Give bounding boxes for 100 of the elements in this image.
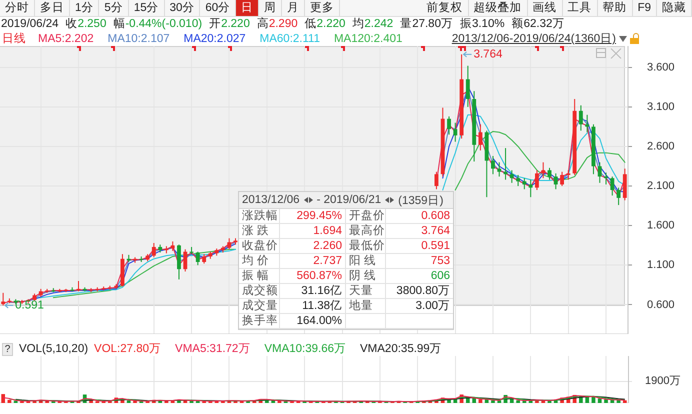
candlestick bbox=[548, 167, 552, 180]
annotation: 成交量 bbox=[239, 299, 280, 313]
candlestick bbox=[616, 187, 621, 206]
candlestick bbox=[202, 254, 206, 264]
annotation: 3.00万 bbox=[414, 299, 451, 313]
text: 高 bbox=[256, 17, 269, 31]
text: 5分 bbox=[99, 0, 129, 16]
candlestick bbox=[152, 242, 156, 258]
text: ? bbox=[2, 343, 13, 356]
candlestick bbox=[177, 244, 181, 280]
candlestick bbox=[566, 170, 570, 180]
text: 量 bbox=[400, 17, 412, 31]
candlestick bbox=[227, 238, 232, 250]
y-tick-label: 1.600 bbox=[647, 220, 675, 232]
text: 隐藏 bbox=[657, 0, 692, 16]
bar bbox=[8, 400, 12, 403]
text: 15分 bbox=[128, 0, 165, 16]
y-tick-label: 0.600 bbox=[647, 298, 675, 311]
chart-title: 日线 bbox=[2, 32, 26, 46]
text: 工具 bbox=[562, 0, 598, 16]
text: 更多 bbox=[305, 0, 340, 16]
y-tick-label: 2.600 bbox=[647, 140, 675, 153]
text: MA10:2.107 bbox=[108, 32, 170, 46]
annotation: - 2019/06/21 bbox=[316, 194, 382, 206]
annotation: 天量 bbox=[346, 284, 386, 298]
annotation: 最高价 bbox=[346, 224, 386, 238]
annotation: 2.260 bbox=[280, 239, 346, 253]
text: 开 bbox=[209, 17, 222, 31]
text: 60分 bbox=[200, 0, 236, 16]
text: MA5:2.202 bbox=[38, 32, 94, 46]
text: 月 bbox=[282, 0, 306, 16]
candlestick bbox=[578, 104, 583, 132]
candlestick bbox=[453, 122, 458, 142]
candlestick bbox=[622, 168, 627, 201]
annotation: 地量 bbox=[346, 299, 386, 313]
annotation: 0.591 bbox=[15, 300, 44, 312]
text: 1分 bbox=[70, 0, 100, 16]
text: 2019/06/24 bbox=[1, 17, 59, 31]
bar bbox=[478, 399, 482, 403]
y-tick-label: 1.100 bbox=[647, 259, 675, 272]
text: 前复权 bbox=[422, 0, 469, 16]
text: 2.220 bbox=[221, 17, 250, 31]
annotation: 3800.80万 bbox=[395, 284, 451, 298]
text: VOL:27.80万 bbox=[94, 343, 162, 356]
chart-subtitle: 2013/12/06-2019/06/24(1360日) bbox=[452, 32, 616, 46]
annotation: 最低价 bbox=[346, 239, 386, 253]
text: 2.250 bbox=[78, 17, 106, 31]
candlestick bbox=[1, 292, 6, 306]
text: 幅 bbox=[113, 17, 126, 31]
candlestick bbox=[522, 178, 526, 190]
annotation: 均 价 bbox=[239, 254, 280, 268]
annotation: 560.87% bbox=[280, 269, 346, 283]
annotation: 0.591 bbox=[420, 239, 451, 253]
candlestick bbox=[528, 179, 533, 198]
annotation: 涨 跌 bbox=[239, 224, 280, 238]
text: 2.220 bbox=[316, 17, 346, 31]
text: 27.80万 bbox=[412, 17, 453, 31]
annotation: 31.16亿 bbox=[280, 284, 346, 298]
annotation: 阴 线 bbox=[346, 269, 386, 283]
annotation: 0.608 bbox=[420, 209, 451, 223]
annotation: (1359日) bbox=[398, 194, 444, 208]
candlestick bbox=[560, 171, 564, 187]
annotation: 2.737 bbox=[280, 254, 346, 268]
annotation: 3.764 bbox=[474, 48, 503, 61]
text: 2.290 bbox=[268, 17, 298, 31]
text: MA60:2.111 bbox=[260, 32, 320, 46]
text: 分时 bbox=[0, 0, 35, 16]
candlestick bbox=[604, 172, 608, 185]
chart-title: VOL(5,10,20) bbox=[19, 343, 88, 356]
text: 画线 bbox=[528, 0, 563, 16]
text: 30分 bbox=[164, 0, 200, 16]
candlestick bbox=[510, 170, 514, 184]
candlestick bbox=[610, 176, 614, 196]
y-tick-label: 3.600 bbox=[647, 61, 675, 74]
text: VMA10:39.66万 bbox=[264, 343, 346, 356]
text: 超级叠加 bbox=[468, 0, 528, 16]
annotation: 164.00% bbox=[280, 314, 346, 328]
text: 3.10% bbox=[472, 17, 505, 31]
text: 周 bbox=[259, 0, 282, 16]
text: F9 bbox=[632, 0, 657, 16]
candlestick bbox=[497, 162, 502, 178]
candlestick bbox=[447, 116, 451, 136]
annotation: 换手率 bbox=[239, 314, 280, 328]
text: MA120:2.401 bbox=[334, 32, 402, 46]
candlestick bbox=[478, 124, 482, 151]
candlestick bbox=[196, 251, 200, 266]
candlestick bbox=[76, 280, 80, 292]
candlestick bbox=[466, 65, 470, 108]
text: 帮助 bbox=[598, 0, 633, 16]
text: 1900万 bbox=[645, 375, 680, 387]
candlestick bbox=[183, 248, 188, 272]
text: 额 bbox=[512, 17, 524, 31]
text: 多日 bbox=[35, 0, 70, 16]
candlestick bbox=[541, 162, 546, 179]
y-tick-label: 2.100 bbox=[647, 180, 675, 192]
text: 62.32万 bbox=[524, 17, 564, 31]
text: VMA20:35.99万 bbox=[360, 343, 442, 356]
annotation: 收盘价 bbox=[239, 239, 280, 253]
annotation: 299.45% bbox=[280, 209, 346, 223]
annotation: 11.38亿 bbox=[280, 299, 346, 313]
